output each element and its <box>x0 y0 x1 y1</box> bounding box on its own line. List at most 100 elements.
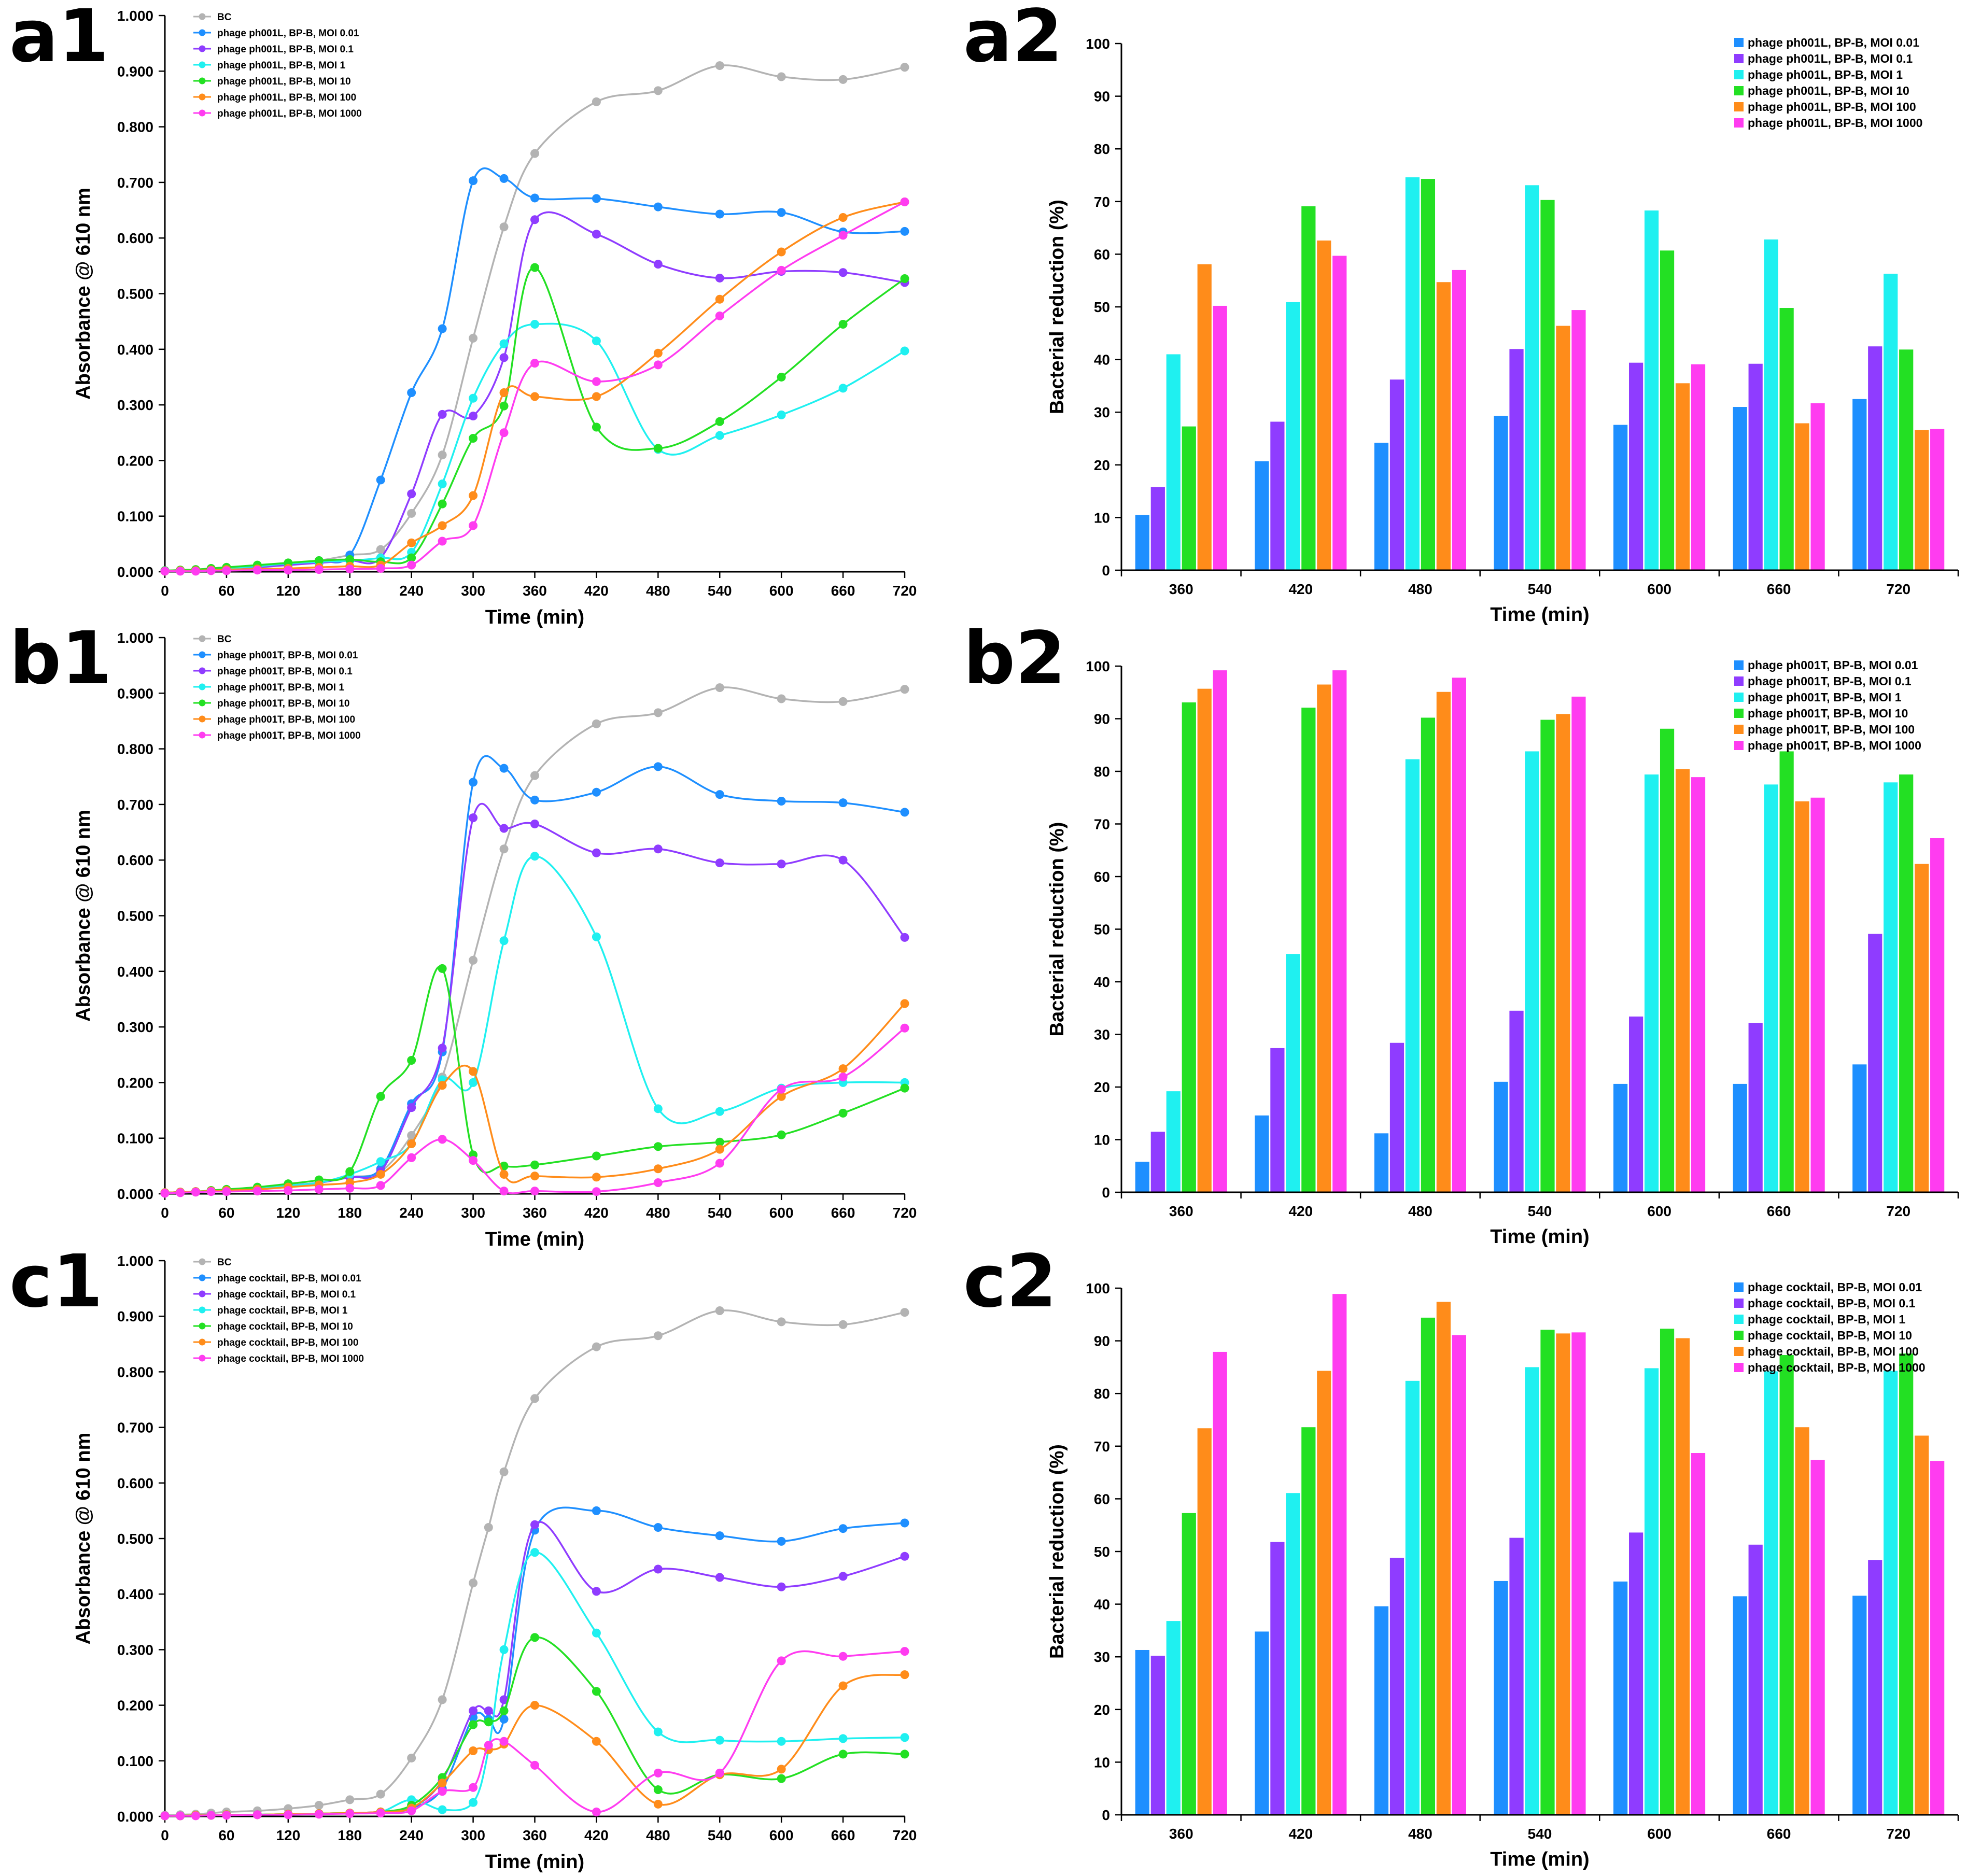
x-tick-label: 120 <box>276 583 300 599</box>
data-point <box>838 798 848 808</box>
y-tick-label: 0.300 <box>117 1019 153 1035</box>
x-axis-title: Time (min) <box>1490 1226 1589 1248</box>
x-tick-label: 540 <box>708 1827 732 1843</box>
data-point <box>438 1081 447 1090</box>
y-tick-label: 60 <box>1094 1491 1110 1507</box>
legend-entry: phage cocktail, BP-B, MOI 10 <box>1748 1329 1912 1342</box>
data-point <box>592 787 601 797</box>
legend-marker <box>199 731 206 739</box>
bar-moi_10 <box>1301 206 1316 571</box>
y-tick-label: 0.000 <box>117 564 153 580</box>
bar-moi_100 <box>1197 264 1212 571</box>
legend-entry: phage ph001T, BP-B, MOI 0.1 <box>217 666 353 677</box>
bar-moi_1 <box>1286 954 1300 1192</box>
data-point <box>900 1083 909 1093</box>
bar-moi_100 <box>1915 864 1929 1192</box>
bar-moi_1 <box>1884 1371 1898 1815</box>
data-point <box>900 1670 909 1680</box>
data-point <box>653 1768 663 1778</box>
data-point <box>376 1092 385 1101</box>
data-point <box>777 1582 786 1591</box>
y-tick-label: 0 <box>1102 562 1110 579</box>
y-axis-title: Bacterial reduction (%) <box>1046 200 1068 414</box>
y-tick-label: 0.800 <box>117 741 153 757</box>
data-point <box>469 1078 478 1087</box>
data-point <box>499 339 509 348</box>
bar-moi_001 <box>1255 1631 1269 1815</box>
data-point <box>438 1787 447 1796</box>
data-point <box>376 1181 385 1190</box>
data-point <box>407 388 416 397</box>
data-point <box>592 1187 601 1196</box>
data-point <box>777 1656 786 1666</box>
x-tick-label: 660 <box>1767 1826 1791 1842</box>
x-tick-label: 540 <box>708 1205 732 1221</box>
panel-label: b1 <box>9 616 112 701</box>
y-tick-label: 0.400 <box>117 964 153 980</box>
y-axis-title: Absorbance @ 610 nm <box>73 810 94 1022</box>
x-tick-label: 300 <box>461 583 485 599</box>
bar-moi_1 <box>1405 759 1420 1192</box>
bar-moi_100 <box>1197 688 1212 1192</box>
legend-marker <box>199 1355 206 1362</box>
bar-moi_100 <box>1675 383 1690 570</box>
x-tick-label: 360 <box>1169 1826 1193 1842</box>
data-point <box>469 393 478 403</box>
bar-moi_100 <box>1675 1338 1690 1815</box>
bar-moi_1000 <box>1452 1335 1466 1815</box>
x-tick-label: 180 <box>338 1827 362 1843</box>
legend-marker <box>199 699 206 707</box>
data-point <box>777 859 786 869</box>
y-tick-label: 20 <box>1094 1702 1110 1718</box>
legend-marker <box>199 1322 206 1330</box>
y-tick-label: 10 <box>1094 1132 1110 1148</box>
bar-moi_100 <box>1317 1371 1331 1815</box>
legend-marker <box>199 667 206 674</box>
line-chart-b1: b1 0.000 0.100 0.200 0.300 0.400 0.500 0.600 0.7… <box>9 616 917 1250</box>
bar-moi_001 <box>1374 1606 1389 1815</box>
y-axis-title: Absorbance @ 610 nm <box>73 1433 94 1645</box>
bar-moi_01 <box>1150 487 1165 570</box>
data-point <box>592 1587 601 1596</box>
bar-moi_01 <box>1509 1538 1524 1815</box>
x-tick-label: 600 <box>1647 581 1671 597</box>
data-point <box>530 771 539 780</box>
data-point <box>900 933 909 942</box>
data-point <box>900 808 909 817</box>
y-tick-label: 80 <box>1094 141 1110 157</box>
data-point <box>653 1799 663 1809</box>
series-line-moi_100 <box>164 1673 905 1817</box>
data-point <box>653 844 663 854</box>
bar-moi_1 <box>1405 1380 1420 1815</box>
data-point <box>715 294 724 304</box>
bar-moi_1000 <box>1332 256 1347 570</box>
legend-entry: phage ph001T, BP-B, MOI 0.1 <box>1748 674 1912 688</box>
data-point <box>715 1736 724 1745</box>
data-point <box>715 1306 724 1315</box>
data-point <box>777 694 786 703</box>
y-tick-label: 0.200 <box>117 1698 153 1714</box>
x-tick-label: 540 <box>1528 581 1552 597</box>
bar-moi_1000 <box>1332 670 1347 1192</box>
bar-moi_001 <box>1255 461 1269 570</box>
data-point <box>653 708 663 717</box>
data-point <box>838 697 848 706</box>
data-point <box>438 537 447 546</box>
data-point <box>653 260 663 269</box>
y-tick-label: 0.400 <box>117 1586 153 1602</box>
legend-swatch <box>1734 660 1744 670</box>
data-point <box>530 1760 539 1770</box>
bar-moi_1000 <box>1810 403 1825 570</box>
data-point <box>777 247 786 257</box>
bar-moi_01 <box>1389 1558 1404 1815</box>
bar-moi_001 <box>1613 1581 1628 1815</box>
data-point <box>900 63 909 72</box>
y-tick-label: 0.600 <box>117 852 153 868</box>
x-tick-label: 480 <box>1408 1203 1432 1219</box>
bar-moi_01 <box>1509 1010 1524 1192</box>
data-point <box>592 848 601 857</box>
y-tick-label: 80 <box>1094 1386 1110 1402</box>
data-point <box>838 1524 848 1533</box>
bar-moi_1000 <box>1571 696 1586 1192</box>
data-point <box>499 401 509 411</box>
